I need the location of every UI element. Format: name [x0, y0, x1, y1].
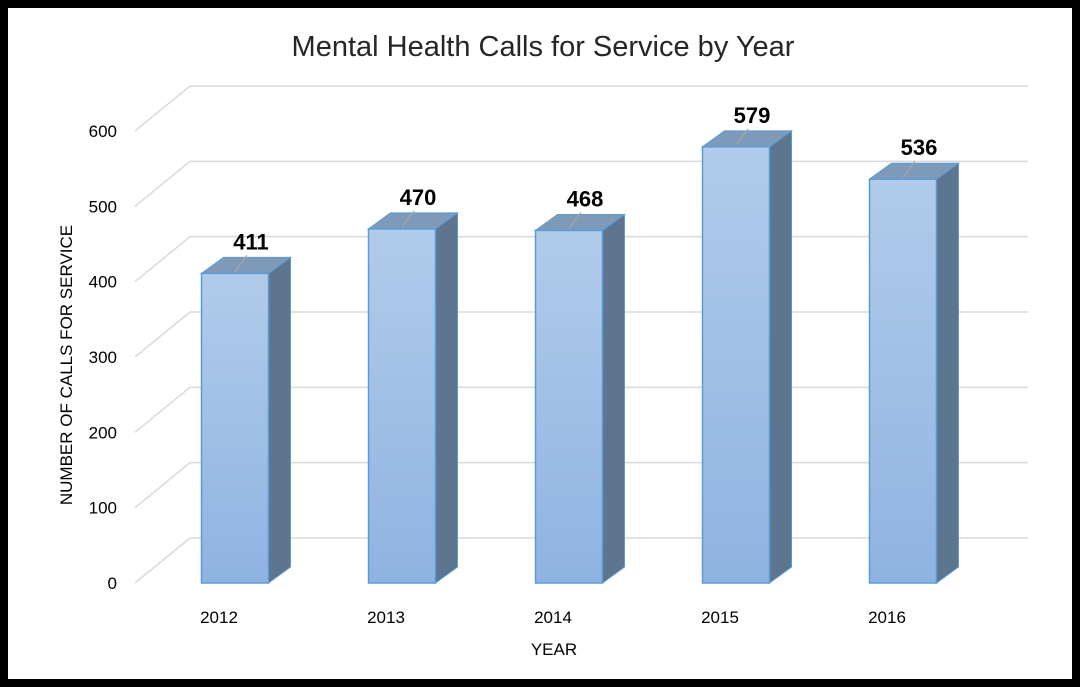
bar-front-face — [200, 272, 270, 584]
data-label: 579 — [734, 103, 771, 128]
bar-side-face — [936, 162, 959, 584]
y-tick-labels: 0 100 200 300 400 500 600 — [89, 122, 117, 593]
bar-side-face — [602, 213, 625, 584]
bar-2015 — [700, 129, 794, 584]
bar-2014 — [533, 213, 627, 584]
y-tick-label: 600 — [89, 122, 117, 141]
data-label-leader — [401, 210, 415, 228]
y-tick-label: 100 — [89, 499, 117, 518]
data-label: 536 — [901, 135, 938, 160]
x-tick-label: 2015 — [701, 608, 739, 627]
x-tick-label: 2014 — [534, 608, 572, 627]
x-axis-title: YEAR — [531, 640, 577, 659]
y-tick-label: 0 — [108, 574, 117, 593]
y-tick-label: 500 — [89, 197, 117, 216]
bar-side-face — [769, 129, 792, 584]
x-tick-labels: 2012 2013 2014 2015 2016 — [200, 608, 906, 627]
y-tick-label: 300 — [89, 348, 117, 367]
bar-front-face — [367, 228, 437, 584]
data-label: 468 — [567, 186, 604, 211]
x-tick-label: 2013 — [367, 608, 405, 627]
y-tick-label: 200 — [89, 423, 117, 442]
bar-2013 — [366, 211, 460, 584]
x-tick-label: 2016 — [868, 608, 906, 627]
bar-front-face — [534, 229, 604, 584]
data-label: 411 — [233, 229, 269, 254]
gridline — [134, 85, 1028, 132]
y-axis-title: NUMBER OF CALLS FOR SERVICE — [57, 225, 76, 505]
bar-2012 — [199, 256, 293, 584]
bar-front-face — [701, 146, 771, 584]
bars — [199, 129, 961, 584]
data-label-leader — [568, 212, 582, 229]
bar-side-face — [268, 256, 291, 584]
data-label-leader — [735, 128, 749, 146]
data-label-leader — [902, 160, 916, 178]
chart-title: Mental Health Calls for Service by Year — [292, 31, 795, 63]
bar-side-face — [435, 211, 458, 584]
x-tick-label: 2012 — [200, 608, 238, 627]
y-tick-label: 400 — [89, 273, 117, 292]
bar-2016 — [867, 162, 961, 584]
data-label-leader — [234, 255, 248, 272]
data-labels: 411 470 468 579 536 — [233, 103, 937, 272]
data-label: 470 — [400, 185, 437, 210]
bar-front-face — [868, 178, 938, 584]
